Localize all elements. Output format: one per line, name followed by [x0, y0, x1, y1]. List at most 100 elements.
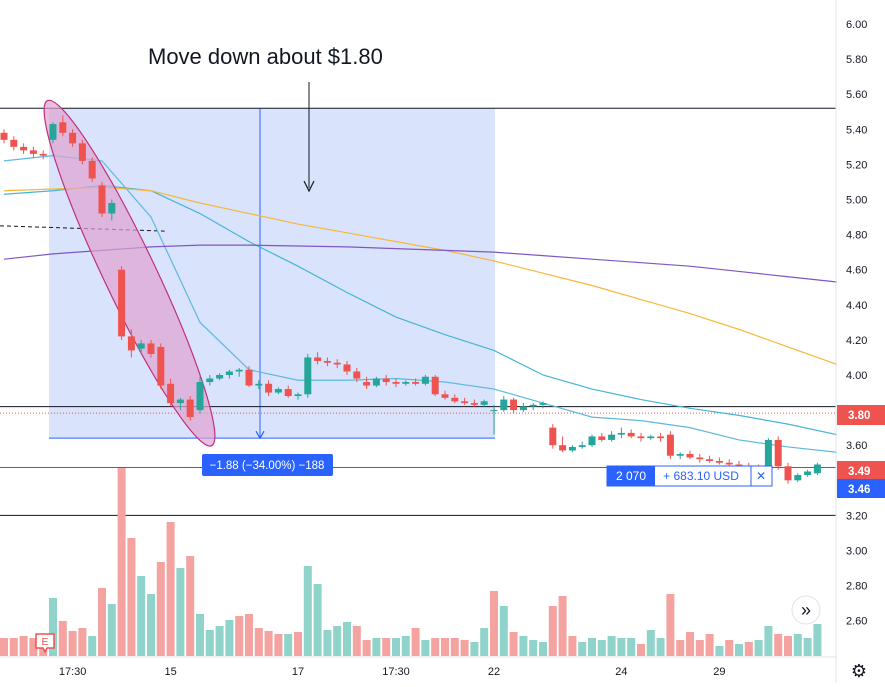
volume-bar [764, 626, 773, 656]
volume-bar [401, 636, 410, 656]
highlight-ellipse[interactable] [24, 90, 235, 457]
candle [431, 375, 439, 397]
time-tick-label: 22 [488, 666, 500, 678]
volume-bar [352, 626, 361, 656]
candle-body [480, 401, 488, 405]
gear-icon[interactable]: ⚙ [851, 661, 867, 681]
candle [510, 397, 518, 414]
volume-bar [372, 638, 381, 656]
candle-body [284, 389, 292, 397]
candle [686, 450, 694, 460]
candle-body [813, 464, 821, 474]
measure-label-text: −1.88 (−34.00%) −188 [210, 460, 325, 472]
candle [20, 143, 28, 154]
candle-body [617, 432, 625, 435]
candle [118, 266, 126, 340]
price-tick-label: 4.00 [846, 370, 867, 382]
candle [137, 339, 145, 354]
volume-bar [666, 594, 675, 656]
candle-body [353, 371, 361, 379]
candle [441, 390, 449, 400]
candle [568, 445, 576, 453]
time-tick-label: 15 [164, 666, 176, 678]
candle [480, 399, 488, 407]
volume-bar [225, 620, 234, 656]
volume-bar [744, 642, 753, 656]
volume-bar [19, 636, 28, 656]
earnings-event-marker[interactable]: E [35, 633, 55, 654]
candle-body [500, 399, 508, 411]
candle [490, 404, 498, 435]
volume-bar [676, 640, 685, 656]
volume-bar [627, 638, 636, 656]
volume-bar [343, 622, 351, 656]
volume-bar [98, 588, 106, 656]
volume-bar [509, 632, 518, 656]
position-widget[interactable]: 2 070 + 683.10 USD ✕ [606, 465, 773, 487]
volume-bar [803, 638, 812, 656]
candle [412, 378, 420, 386]
volume-bar [450, 638, 459, 656]
candle [314, 352, 322, 365]
volume-bar [646, 630, 655, 656]
candle [127, 329, 135, 358]
price-tick-label: 5.80 [846, 54, 867, 66]
time-tick-label: 17:30 [59, 666, 87, 678]
moving-average-line-0 [3, 155, 838, 453]
close-position-icon[interactable]: ✕ [756, 469, 766, 483]
candle [608, 431, 616, 442]
candle [774, 436, 782, 470]
volume-bar [588, 638, 596, 656]
candle [284, 385, 292, 398]
volume-bar [245, 614, 253, 656]
candle [617, 427, 625, 439]
candle [186, 396, 194, 421]
volume-bar [362, 640, 371, 656]
volume-bar [156, 562, 165, 656]
candle-body [274, 389, 282, 393]
position-price-label-bg [837, 461, 885, 480]
candle [353, 367, 361, 383]
volume-bar [274, 634, 283, 656]
volume-bar [735, 644, 743, 656]
candle-body [69, 132, 77, 144]
candle-body [686, 453, 694, 458]
price-tick-label: 5.60 [846, 89, 867, 101]
candle [10, 136, 18, 151]
candle [343, 360, 351, 375]
annotation[interactable]: Move down about $1.80 [148, 44, 383, 193]
candle [451, 394, 459, 404]
price-tick-label: 2.60 [846, 616, 867, 628]
price-tick-label: 5.40 [846, 124, 867, 136]
volume-bar [215, 626, 224, 656]
time-axis[interactable]: 17:30 15 17 17:30 22 24 29 [0, 656, 836, 678]
price-labels: 3.80 3.49 3.46 [837, 405, 885, 498]
candle-body [382, 378, 390, 383]
volume-bar [754, 640, 763, 656]
candle-body [529, 404, 537, 407]
price-tick-label: 6.00 [846, 19, 867, 31]
candle [167, 378, 175, 407]
candle-body [392, 382, 400, 384]
candle-body [118, 269, 126, 337]
scroll-to-realtime-button[interactable]: » [791, 595, 821, 625]
time-tick-label: 17:30 [382, 666, 410, 678]
candle [59, 115, 67, 137]
volume-bar [686, 632, 694, 656]
candle [265, 380, 273, 397]
candle [29, 146, 37, 158]
candle-body [549, 427, 557, 446]
candle [657, 432, 665, 442]
position-qty[interactable]: 2 070 [616, 469, 646, 483]
candle-body [608, 434, 616, 440]
volume-bar [88, 636, 97, 656]
candle-body [49, 124, 57, 140]
volume-bar [264, 631, 273, 656]
candle [637, 432, 645, 442]
volume-bar [578, 642, 587, 656]
highlight-ellipse-shape[interactable] [24, 90, 235, 457]
candle-body [88, 160, 96, 179]
candle [49, 122, 57, 144]
